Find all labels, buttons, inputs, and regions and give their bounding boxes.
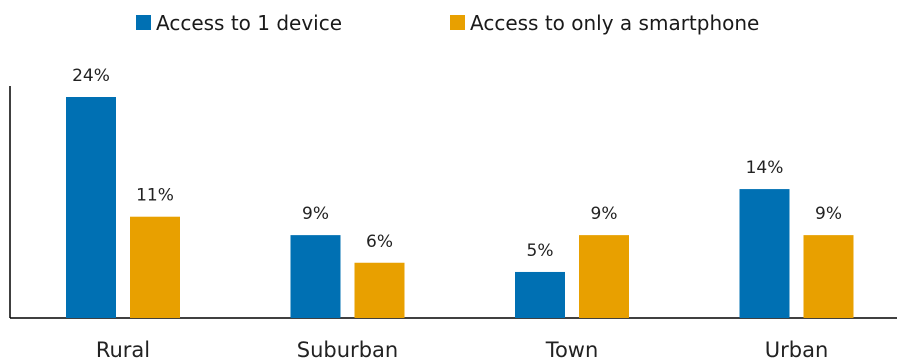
value-label-urban-series-2: 9% bbox=[815, 204, 842, 224]
category-label-rural: Rural bbox=[96, 338, 150, 362]
value-label-town-series-2: 9% bbox=[591, 204, 618, 224]
legend-swatch-1 bbox=[136, 15, 151, 30]
bar-suburban-series-2 bbox=[354, 262, 405, 318]
chart-value-labels: 24% 11% 9% 6% 5% 9% 14% 9% bbox=[72, 66, 842, 261]
bar-town-series-2 bbox=[579, 235, 629, 318]
bar-suburban-series-1 bbox=[290, 235, 341, 318]
chart-legend: Access to 1 device Access to only a smart… bbox=[136, 11, 759, 35]
bar-town-series-1 bbox=[515, 271, 565, 318]
value-label-urban-series-1: 14% bbox=[746, 158, 784, 178]
value-label-suburban-series-1: 9% bbox=[302, 204, 329, 224]
bar-rural-series-2 bbox=[130, 216, 180, 318]
bar-urban-series-2 bbox=[803, 235, 854, 318]
bar-rural-series-1 bbox=[66, 97, 116, 318]
value-label-suburban-series-2: 6% bbox=[366, 232, 393, 252]
category-label-town: Town bbox=[545, 338, 599, 362]
value-label-rural-series-1: 24% bbox=[72, 66, 110, 86]
chart-category-labels: Rural Suburban Town Urban bbox=[96, 338, 828, 362]
value-label-rural-series-2: 11% bbox=[136, 186, 174, 206]
legend-swatch-2 bbox=[450, 15, 465, 30]
category-label-urban: Urban bbox=[765, 338, 829, 362]
legend-label-2: Access to only a smartphone bbox=[470, 11, 759, 35]
value-label-town-series-1: 5% bbox=[527, 241, 554, 261]
legend-label-1: Access to 1 device bbox=[156, 11, 342, 35]
chart-bars bbox=[66, 97, 854, 318]
bar-urban-series-1 bbox=[739, 189, 790, 318]
category-label-suburban: Suburban bbox=[297, 338, 398, 362]
